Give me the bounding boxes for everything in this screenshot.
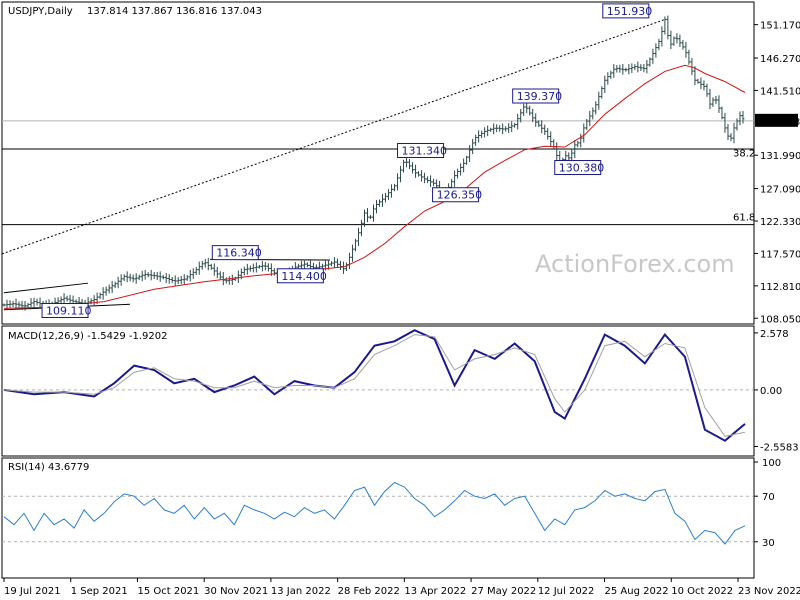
price-panel xyxy=(1,1,755,325)
rsi-panel xyxy=(1,457,755,579)
price-callout-box xyxy=(512,88,560,104)
rsi-layer xyxy=(2,481,754,545)
price-axis-label: 117.570 xyxy=(760,249,800,260)
macd-title: MACD(12,26,9) -1.5429 -1.9202 xyxy=(8,331,168,342)
price-callout-box xyxy=(554,160,602,176)
price-callout-box xyxy=(432,187,480,203)
price-axis-label: 146.270 xyxy=(760,54,800,65)
time-axis-label: 27 May 2022 xyxy=(471,586,536,597)
rsi-line xyxy=(3,481,746,545)
price-axis-label: 108.050 xyxy=(760,314,800,325)
price-callout-label: 131.340 xyxy=(402,144,448,157)
price-callout-box xyxy=(602,3,650,19)
price-callout-label: 114.400 xyxy=(281,270,327,283)
time-axis-label: 30 Nov 2021 xyxy=(204,586,268,597)
price-callout-label: 116.340 xyxy=(216,247,262,260)
price-callout-label: 151.930 xyxy=(607,5,653,18)
last-price-label: 137.043 xyxy=(759,117,800,128)
macd-axis-label: 2.578 xyxy=(760,329,789,340)
macd-line xyxy=(3,329,746,442)
time-axis-label: 28 Feb 2022 xyxy=(338,586,400,597)
price-callout-box xyxy=(41,303,89,319)
time-axis-label: 25 Aug 2022 xyxy=(605,586,669,597)
watermark: ActionForex.com xyxy=(535,250,735,278)
price-callout-label: 126.350 xyxy=(437,189,483,202)
macd-signal-line xyxy=(3,334,746,437)
macd-layer xyxy=(2,329,754,442)
price-ohlc-readout: 137.814 137.867 136.816 137.043 xyxy=(87,6,262,17)
macd-axis-label: 0.00 xyxy=(760,386,782,397)
price-title: USDJPY,Daily xyxy=(8,6,73,17)
fib-label: 38.2 xyxy=(733,149,755,160)
price-axis-label: 151.170 xyxy=(760,21,800,32)
rsi-axis-label: 100 xyxy=(762,458,781,469)
price-axis-label: 122.330 xyxy=(760,217,800,228)
price-axis-label: 127.090 xyxy=(760,185,800,196)
macd-panel xyxy=(1,325,755,457)
price-axis-label: 112.810 xyxy=(760,282,800,293)
time-axis-label: 1 Sep 2021 xyxy=(71,586,128,597)
time-axis-label: 12 Jul 2022 xyxy=(538,586,595,597)
rsi-axis-label: 30 xyxy=(762,538,775,549)
fib-label: 61.8 xyxy=(733,213,755,224)
rsi-title: RSI(14) 43.6779 xyxy=(8,462,89,473)
channel-line-upper xyxy=(3,282,89,294)
trend-line xyxy=(1,18,666,255)
price-callout-box xyxy=(397,142,445,158)
price-axis-label: 141.510 xyxy=(760,86,800,97)
price-callout-label: 109.110 xyxy=(46,305,92,318)
price-callout-box xyxy=(276,268,324,284)
price-callout-box xyxy=(211,245,259,261)
time-axis-label: 23 Nov 2022 xyxy=(738,586,800,597)
time-axis-label: 10 Oct 2022 xyxy=(671,586,733,597)
label-layer: 151.930 139.370 131.340 126.350 130.380 116.3… xyxy=(41,3,755,319)
macd-axis-label: -2.5583 xyxy=(760,442,799,453)
rsi-axis-label: 70 xyxy=(762,492,775,503)
time-axis-label: 15 Oct 2021 xyxy=(137,586,199,597)
axis-layer: 151.170 146.270 141.510 137.043 131.990 127.0… xyxy=(3,21,800,597)
price-axis-label: 131.990 xyxy=(760,151,800,162)
time-axis-label: 19 Jul 2021 xyxy=(4,586,61,597)
price-callout-label: 139.370 xyxy=(517,90,563,103)
time-axis-label: 13 Jan 2022 xyxy=(271,586,331,597)
last-price-badge xyxy=(755,113,798,127)
moving-average-line xyxy=(3,64,746,309)
time-axis-label: 13 Apr 2022 xyxy=(404,586,466,597)
price-callout-label: 130.380 xyxy=(559,162,605,175)
